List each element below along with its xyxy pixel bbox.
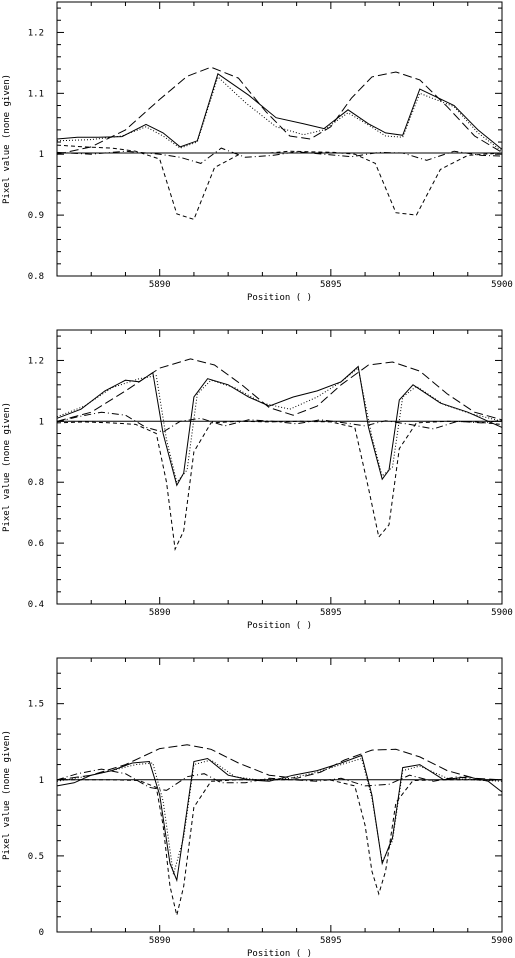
series-line-3 [57, 779, 502, 916]
plot-frame [56, 329, 503, 605]
y-tick-label: 0.4 [28, 600, 44, 610]
x-tick-label: 5895 [320, 280, 342, 290]
x-tick-label: 5895 [320, 936, 342, 946]
y-tick-label: 0 [39, 928, 44, 938]
x-axis-label: Position ( ) [247, 621, 312, 631]
y-axis-label: Pixel value (none given) [2, 74, 12, 204]
series-line-5 [56, 147, 503, 164]
y-axis-label: Pixel value (none given) [2, 730, 12, 860]
series-line-5 [56, 768, 503, 791]
x-tick-label: 5895 [320, 608, 342, 618]
series-line-1 [56, 754, 503, 883]
series-line-2 [56, 367, 503, 484]
series-line-4 [56, 358, 503, 422]
y-tick-label: 1.2 [28, 356, 44, 366]
series-line-2 [56, 757, 503, 875]
x-tick-label: 5900 [491, 608, 513, 618]
plot-frame [56, 1, 503, 277]
chart-panel-1: 5890 5895 5900 0.8 0.9 1 1.1 1.2 Position ( ) Pix… [2, 1, 513, 303]
x-tick-label: 5900 [491, 936, 513, 946]
chart-panel-2: 5890 5895 5900 0.4 0.6 0.8 1 1.2 Position ( ) Pix… [2, 329, 513, 631]
y-tick-label: 0.8 [28, 478, 44, 488]
y-tick-label: 1.1 [28, 89, 44, 99]
chart-panel-3: 5890 5895 5900 0 0.5 1 1.5 Position ( ) Pixel va… [2, 657, 513, 958]
x-tick-label: 5890 [149, 936, 171, 946]
plot-frame [56, 657, 503, 933]
series-line-2 [56, 75, 503, 152]
y-tick-label: 1.2 [28, 28, 44, 38]
x-tick-label: 5890 [149, 280, 171, 290]
x-tick-label: 5890 [149, 608, 171, 618]
series-line-1 [56, 72, 503, 150]
x-tick-label: 5900 [491, 280, 513, 290]
series-line-4 [56, 66, 503, 155]
y-tick-label: 0.5 [28, 852, 44, 862]
y-tick-label: 1 [39, 150, 44, 160]
y-tick-label: 1 [39, 776, 44, 786]
y-tick-label: 1.5 [28, 700, 44, 710]
series-line-4 [56, 744, 503, 781]
y-tick-label: 0.8 [28, 272, 44, 282]
y-axis-label: Pixel value (none given) [2, 402, 12, 532]
x-axis-label: Position ( ) [247, 293, 312, 303]
series-line-3 [56, 420, 503, 551]
y-tick-label: 0.6 [28, 539, 44, 549]
x-axis-label: Position ( ) [247, 949, 312, 958]
y-tick-label: 1 [39, 417, 44, 427]
series-line-3 [56, 144, 503, 221]
y-tick-label: 0.9 [28, 211, 44, 221]
